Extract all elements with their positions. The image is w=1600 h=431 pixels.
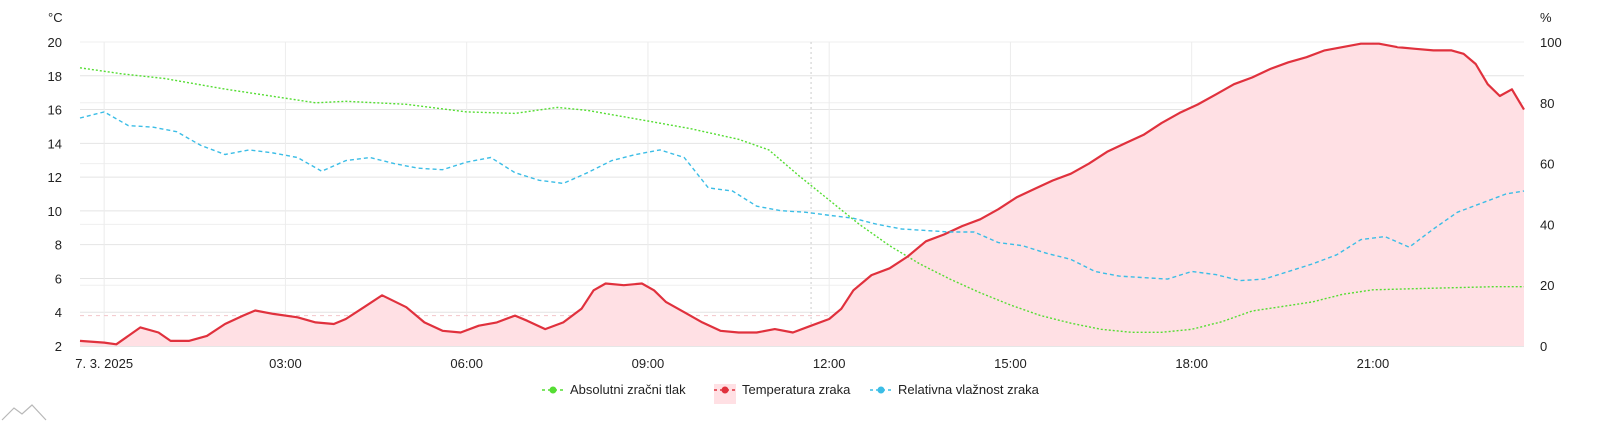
x-tick-label: 15:00 (994, 356, 1027, 371)
legend: Absolutni zračni tlak Temperatura zraka Re… (542, 382, 1040, 404)
x-tick-label: 18:00 (1175, 356, 1208, 371)
y-right-tick-label: 0 (1540, 339, 1547, 354)
x-tick-label: 06:00 (450, 356, 483, 371)
legend-label-0: Absolutni zračni tlak (570, 382, 686, 397)
legend-swatch-area-1 (714, 384, 736, 404)
y-left-tick-label: 6 (55, 271, 62, 286)
legend-label-2: Relativna vlažnost zraka (898, 382, 1040, 397)
series-fills (80, 43, 1524, 346)
y-left-tick-label: 18 (48, 69, 62, 84)
y-left-tick-label: 2 (55, 339, 62, 354)
y-left-tick-label: 10 (48, 204, 62, 219)
y-right-tick-label: 60 (1540, 157, 1554, 172)
y-left-tick-label: 20 (48, 35, 62, 50)
series-line-2 (79, 111, 1525, 282)
y-left-tick-label: 4 (55, 305, 62, 320)
y-right-tick-label: 40 (1540, 217, 1554, 232)
legend-label-1: Temperatura zraka (742, 382, 851, 397)
y-left-unit-label: °C (48, 10, 63, 25)
y-left-tick-label: 14 (48, 136, 62, 151)
legend-marker-1 (721, 386, 729, 394)
x-tick-label: 03:00 (269, 356, 302, 371)
mountain-logo-icon (1, 404, 47, 421)
legend-marker-0 (549, 386, 557, 394)
y-left-tick-label: 12 (48, 170, 62, 185)
series-line-0 (79, 67, 1524, 333)
y-right-tick-label: 100 (1540, 35, 1562, 50)
x-tick-label: 7. 3. 2025 (75, 356, 133, 371)
series-area-1 (80, 43, 1524, 346)
series-lines (79, 42, 1525, 346)
series-line-1 (79, 42, 1525, 346)
y-right-tick-label: 20 (1540, 278, 1554, 293)
axes: °C % 2 4 6 8 10 12 14 16 18 20 0 20 40 60 80 100 7. 3. 2… (48, 10, 1562, 371)
y-right-tick-label: 80 (1540, 96, 1554, 111)
y-left-tick-label: 16 (48, 103, 62, 118)
x-tick-label: 09:00 (632, 356, 665, 371)
y-left-tick-label: 8 (55, 238, 62, 253)
x-tick-label: 21:00 (1357, 356, 1390, 371)
legend-marker-2 (877, 386, 885, 394)
x-tick-label: 12:00 (813, 356, 846, 371)
y-right-unit-label: % (1540, 10, 1552, 25)
